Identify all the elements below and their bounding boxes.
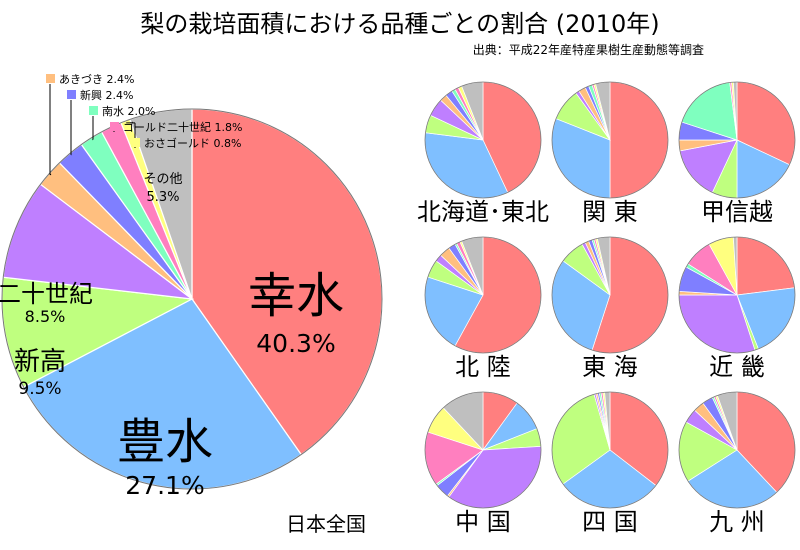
pie-9 xyxy=(678,391,796,509)
pie-7 xyxy=(424,391,542,509)
label-sonota-name: その他 xyxy=(143,172,182,187)
legend-swatch-2 xyxy=(89,106,98,115)
pie-outline-6 xyxy=(678,236,796,354)
pie-outline-9 xyxy=(678,391,796,509)
region-label-3: 甲信越 xyxy=(701,198,773,226)
region-label-7: 中 国 xyxy=(455,508,511,536)
legend-swatch-3 xyxy=(110,122,119,131)
region-label-2: 関 東 xyxy=(582,198,638,226)
pie-outline-5 xyxy=(551,236,669,354)
label-nijisseiki-pct: 8.5% xyxy=(25,307,66,326)
pie-outline-8 xyxy=(551,391,669,509)
pie-outline-2 xyxy=(551,81,669,199)
pie-outline-0 xyxy=(1,108,383,490)
label-housui-name: 豊水 xyxy=(117,414,213,470)
pie-8 xyxy=(551,391,669,509)
label-koushui-name: 幸水 xyxy=(248,268,344,324)
callout-label-2: 南水 2.0% xyxy=(102,105,155,118)
callout-label-1: 新興 2.4% xyxy=(80,88,133,102)
label-niitaka-pct: 9.5% xyxy=(18,379,61,399)
callout-label-3: ゴールド二十世紀 1.8% xyxy=(123,120,242,134)
chart-source: 出典：平成22年産特産果樹生産動態等調査 xyxy=(472,43,704,57)
pie-6 xyxy=(678,236,796,354)
region-label-national: 日本全国 xyxy=(286,512,366,536)
pie-3 xyxy=(678,81,796,199)
legend-swatch-0 xyxy=(46,74,55,83)
region-label-6: 近 畿 xyxy=(709,353,765,381)
chart-title: 梨の栽培面積における品種ごとの割合 (2010年) xyxy=(140,10,660,38)
label-koushui-pct: 40.3% xyxy=(256,329,335,358)
legend-swatch-1 xyxy=(67,90,76,99)
pie-4 xyxy=(424,236,542,354)
pie-5 xyxy=(551,236,669,354)
pie-outline-4 xyxy=(424,236,542,354)
callout-label-4: おさゴールド 0.8% xyxy=(144,136,241,150)
pie-outline-1 xyxy=(424,81,542,199)
region-label-4: 北 陸 xyxy=(455,353,511,381)
legend-swatch-4 xyxy=(131,138,140,147)
pie-outline-3 xyxy=(678,81,796,199)
pie-1 xyxy=(424,81,542,199)
slice-6-0 xyxy=(736,236,795,296)
region-label-9: 九 州 xyxy=(709,508,765,536)
slice-2-0 xyxy=(609,81,669,199)
pie-2 xyxy=(551,81,669,199)
region-label-5: 東 海 xyxy=(582,353,638,381)
label-sonota-pct: 5.3% xyxy=(146,190,179,205)
label-niitaka-name: 新高 xyxy=(14,347,66,377)
callout-label-0: あきづき 2.4% xyxy=(59,73,134,86)
label-nijisseiki-name: 二十世紀 xyxy=(0,280,93,308)
label-housui-pct: 27.1% xyxy=(125,471,204,500)
region-label-1: 北海道･東北 xyxy=(417,198,549,226)
pie-0 xyxy=(1,108,383,490)
pie-outline-7 xyxy=(424,391,542,509)
region-label-8: 四 国 xyxy=(582,508,638,536)
